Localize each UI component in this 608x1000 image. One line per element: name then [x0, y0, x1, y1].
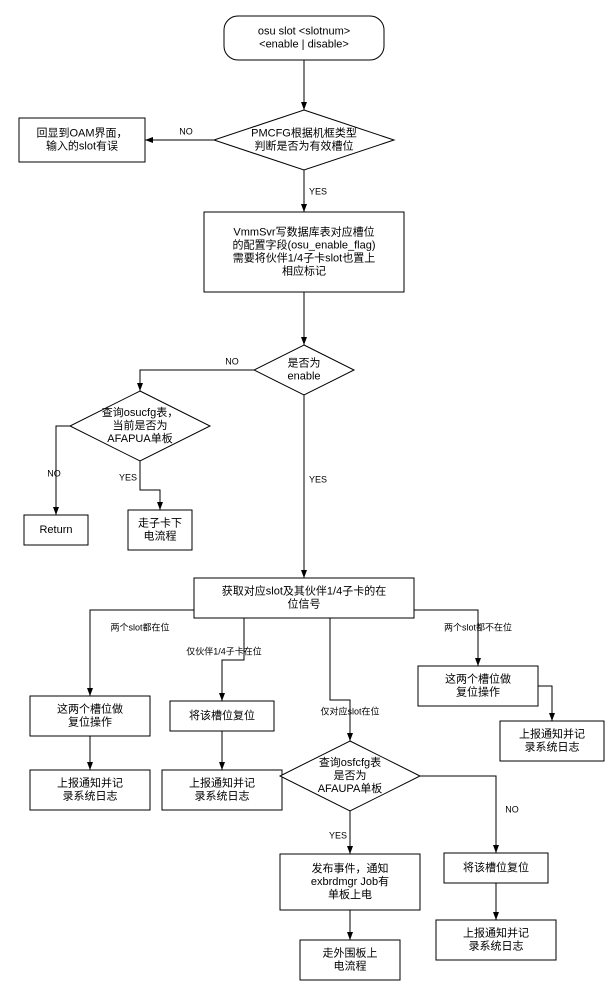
node-b_log_c: 上报通知并记录系统日志 [500, 721, 604, 761]
svg-text:NO: NO [179, 126, 193, 136]
svg-text:将该槽位复位: 将该槽位复位 [463, 860, 529, 874]
node-b_oam: 回显到OAM界面，输入的slot有误 [19, 118, 145, 162]
node-d_afaupa: 查询osfcfg表是否为AFAUPA单板 [280, 741, 420, 811]
svg-text:上报通知并记录系统日志: 上报通知并记录系统日志 [519, 726, 585, 753]
node-b_log_d: 上报通知并记录系统日志 [436, 920, 556, 960]
svg-text:上报通知并记录系统日志: 上报通知并记录系统日志 [463, 925, 529, 952]
svg-text:仅对应slot在位: 仅对应slot在位 [320, 705, 379, 716]
node-b_return: Return [24, 515, 88, 545]
node-b_vmm: VmmSvr写数据库表对应槽位的配置字段(osu_enable_flag)需要将… [204, 212, 404, 292]
svg-text:将该槽位复位: 将该槽位复位 [189, 708, 255, 722]
svg-text:NO: NO [225, 356, 239, 366]
svg-text:仅伙伴1/4子卡在位: 仅伙伴1/4子卡在位 [186, 645, 262, 656]
svg-text:NO: NO [47, 468, 61, 478]
svg-text:NO: NO [505, 804, 519, 814]
node-b_getsig: 获取对应slot及其伙伴1/4子卡的在位信号 [194, 578, 414, 618]
node-b_rstslot2: 将该槽位复位 [444, 853, 548, 883]
svg-text:上报通知并记录系统日志: 上报通知并记录系统日志 [189, 775, 255, 802]
svg-text:osu slot <slotnum><enable | d: osu slot <slotnum><enable | disable> [258, 25, 350, 50]
node-d_slot: PMCFG根据机框类型判断是否为有效槽位 [214, 110, 394, 170]
svg-text:查询osucfg表，当前是否为AFAPUA单板: 查询osucfg表，当前是否为AFAPUA单板 [102, 405, 178, 445]
svg-text:两个slot都在位: 两个slot都在位 [110, 621, 169, 632]
svg-text:PMCFG根据机框类型判断是否为有效槽位: PMCFG根据机框类型判断是否为有效槽位 [251, 125, 357, 152]
node-d_afapua: 查询osucfg表，当前是否为AFAPUA单板 [70, 391, 210, 461]
svg-text:YES: YES [309, 186, 327, 196]
node-b_log_b: 上报通知并记录系统日志 [162, 770, 282, 810]
svg-text:YES: YES [119, 472, 137, 482]
svg-text:YES: YES [329, 830, 347, 840]
node-b_extpwr: 走外围板上电流程 [300, 940, 400, 980]
node-b_subpd: 走子卡下电流程 [128, 510, 192, 550]
node-d_enable: 是否为enable [254, 345, 354, 395]
svg-text:两个slot都不在位: 两个slot都不在位 [444, 621, 512, 632]
node-b_event: 发布事件，通知exbrdmgr Job有单板上电 [280, 854, 420, 910]
svg-text:Return: Return [39, 524, 72, 536]
svg-text:上报通知并记录系统日志: 上报通知并记录系统日志 [57, 775, 123, 802]
node-b_rstslot: 将该槽位复位 [170, 701, 274, 731]
node-b_log_a: 上报通知并记录系统日志 [30, 770, 150, 810]
node-start: osu slot <slotnum><enable | disable> [224, 16, 384, 60]
node-b_reset2a: 这两个槽位做复位操作 [30, 696, 150, 736]
node-b_reset2b: 这两个槽位做复位操作 [418, 666, 538, 706]
svg-text:YES: YES [309, 474, 327, 484]
